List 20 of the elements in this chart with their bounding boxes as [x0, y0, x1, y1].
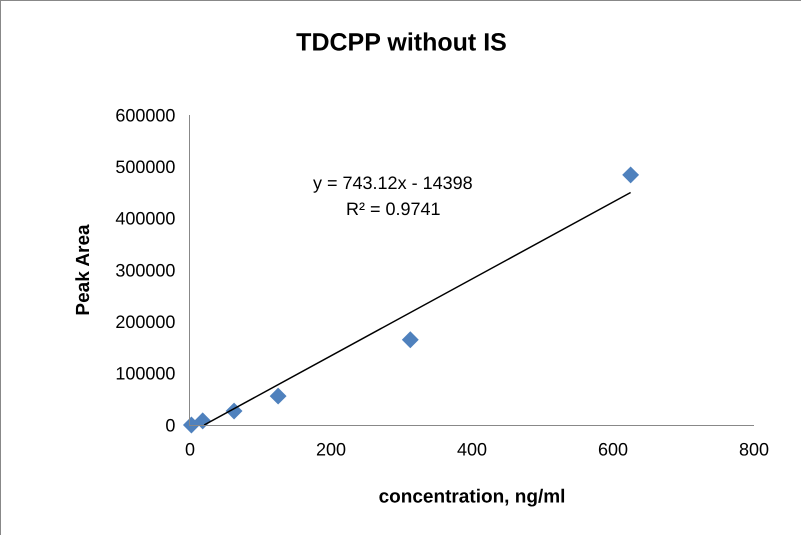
x-tick-label: 600 — [598, 440, 628, 460]
annotation: y = 743.12x - 14398 — [313, 173, 473, 193]
y-tick-label: 100000 — [115, 364, 176, 384]
x-tick-label: 0 — [184, 440, 196, 460]
y-axis-title: Peak Area — [73, 224, 94, 316]
x-tick-label: 200 — [316, 440, 346, 460]
y-tick-label: 0 — [165, 415, 176, 436]
y-tick-label: 400000 — [115, 208, 176, 229]
x-tick-label: 400 — [456, 440, 488, 460]
chart-title: TDCPP without IS — [296, 28, 507, 57]
y-tick-label: 600000 — [115, 105, 176, 126]
y-tick-label: 200000 — [115, 312, 176, 332]
annotation: R² = 0.9741 — [346, 199, 441, 219]
x-axis-title: concentration, ng/ml — [378, 486, 566, 508]
y-tick-label: 300000 — [115, 260, 176, 280]
y-tick-label: 500000 — [115, 156, 176, 177]
point — [402, 331, 419, 348]
x-tick-label: 800 — [738, 440, 770, 460]
point — [622, 166, 640, 184]
point — [270, 388, 287, 405]
